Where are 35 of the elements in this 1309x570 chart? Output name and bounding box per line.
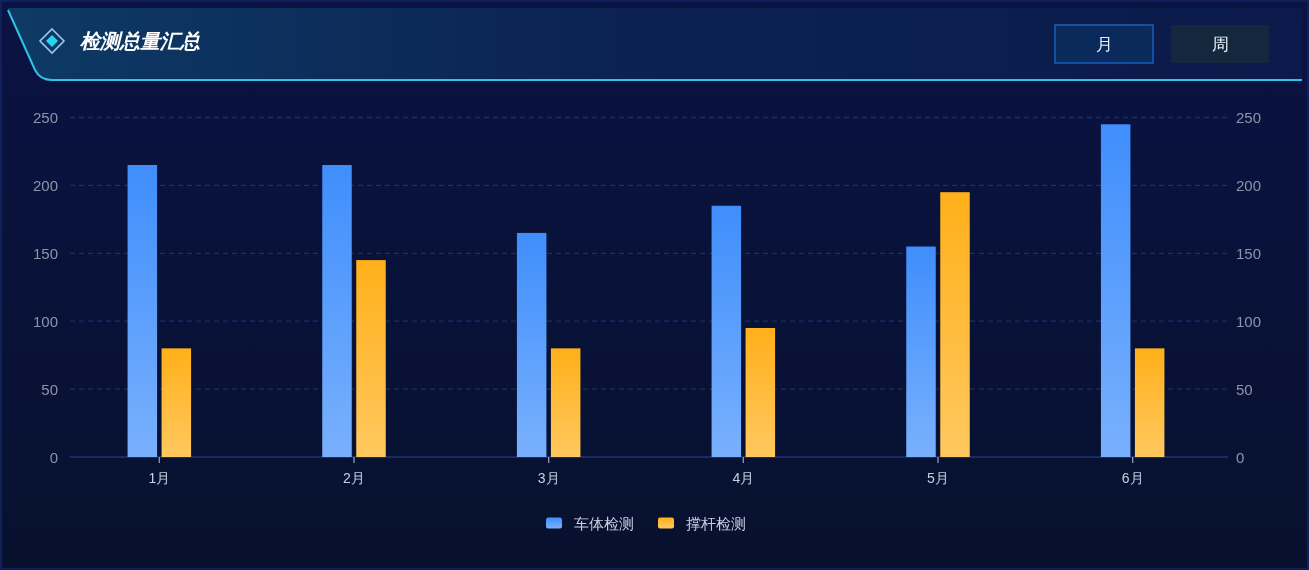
bar bbox=[516, 232, 547, 457]
bar bbox=[550, 348, 581, 457]
bar bbox=[1134, 348, 1165, 457]
bar bbox=[356, 260, 386, 457]
y-tick-label: 50 bbox=[41, 380, 58, 398]
button: 月 bbox=[1054, 24, 1154, 64]
bar bbox=[127, 165, 158, 457]
bar bbox=[1100, 124, 1131, 457]
chart-title: 检测总量汇总 bbox=[79, 30, 200, 52]
bar bbox=[940, 192, 970, 457]
y-tick-label: 0 bbox=[49, 448, 58, 466]
y-tick-label: 250 bbox=[32, 109, 58, 126]
bar bbox=[711, 205, 742, 457]
x-tick-label: 1月 bbox=[148, 470, 171, 486]
y2-tick-label: 250 bbox=[1236, 109, 1262, 126]
y-tick-label: 100 bbox=[32, 312, 58, 330]
x-tick-label: 2月 bbox=[343, 470, 365, 486]
bar bbox=[906, 246, 936, 457]
x-tick-label: 6月 bbox=[1121, 470, 1144, 486]
x-tick-label: 3月 bbox=[537, 470, 560, 486]
bar bbox=[745, 327, 776, 457]
button: 周 bbox=[1171, 25, 1269, 63]
bar bbox=[322, 165, 352, 457]
legend-label: 撑杆检测 bbox=[686, 514, 746, 532]
bar bbox=[161, 348, 192, 457]
legend-label: 车体检测 bbox=[574, 514, 634, 532]
y2-tick-label: 50 bbox=[1236, 380, 1253, 398]
y2-tick-label: 0 bbox=[1236, 448, 1245, 466]
y2-tick-label: 100 bbox=[1236, 312, 1262, 330]
x-tick-label: 5月 bbox=[927, 470, 949, 486]
y-tick-label: 200 bbox=[32, 176, 58, 194]
y2-tick-label: 150 bbox=[1236, 244, 1262, 262]
y-tick-label: 150 bbox=[32, 244, 58, 262]
x-tick-label: 4月 bbox=[732, 470, 755, 486]
y2-tick-label: 200 bbox=[1236, 176, 1262, 194]
